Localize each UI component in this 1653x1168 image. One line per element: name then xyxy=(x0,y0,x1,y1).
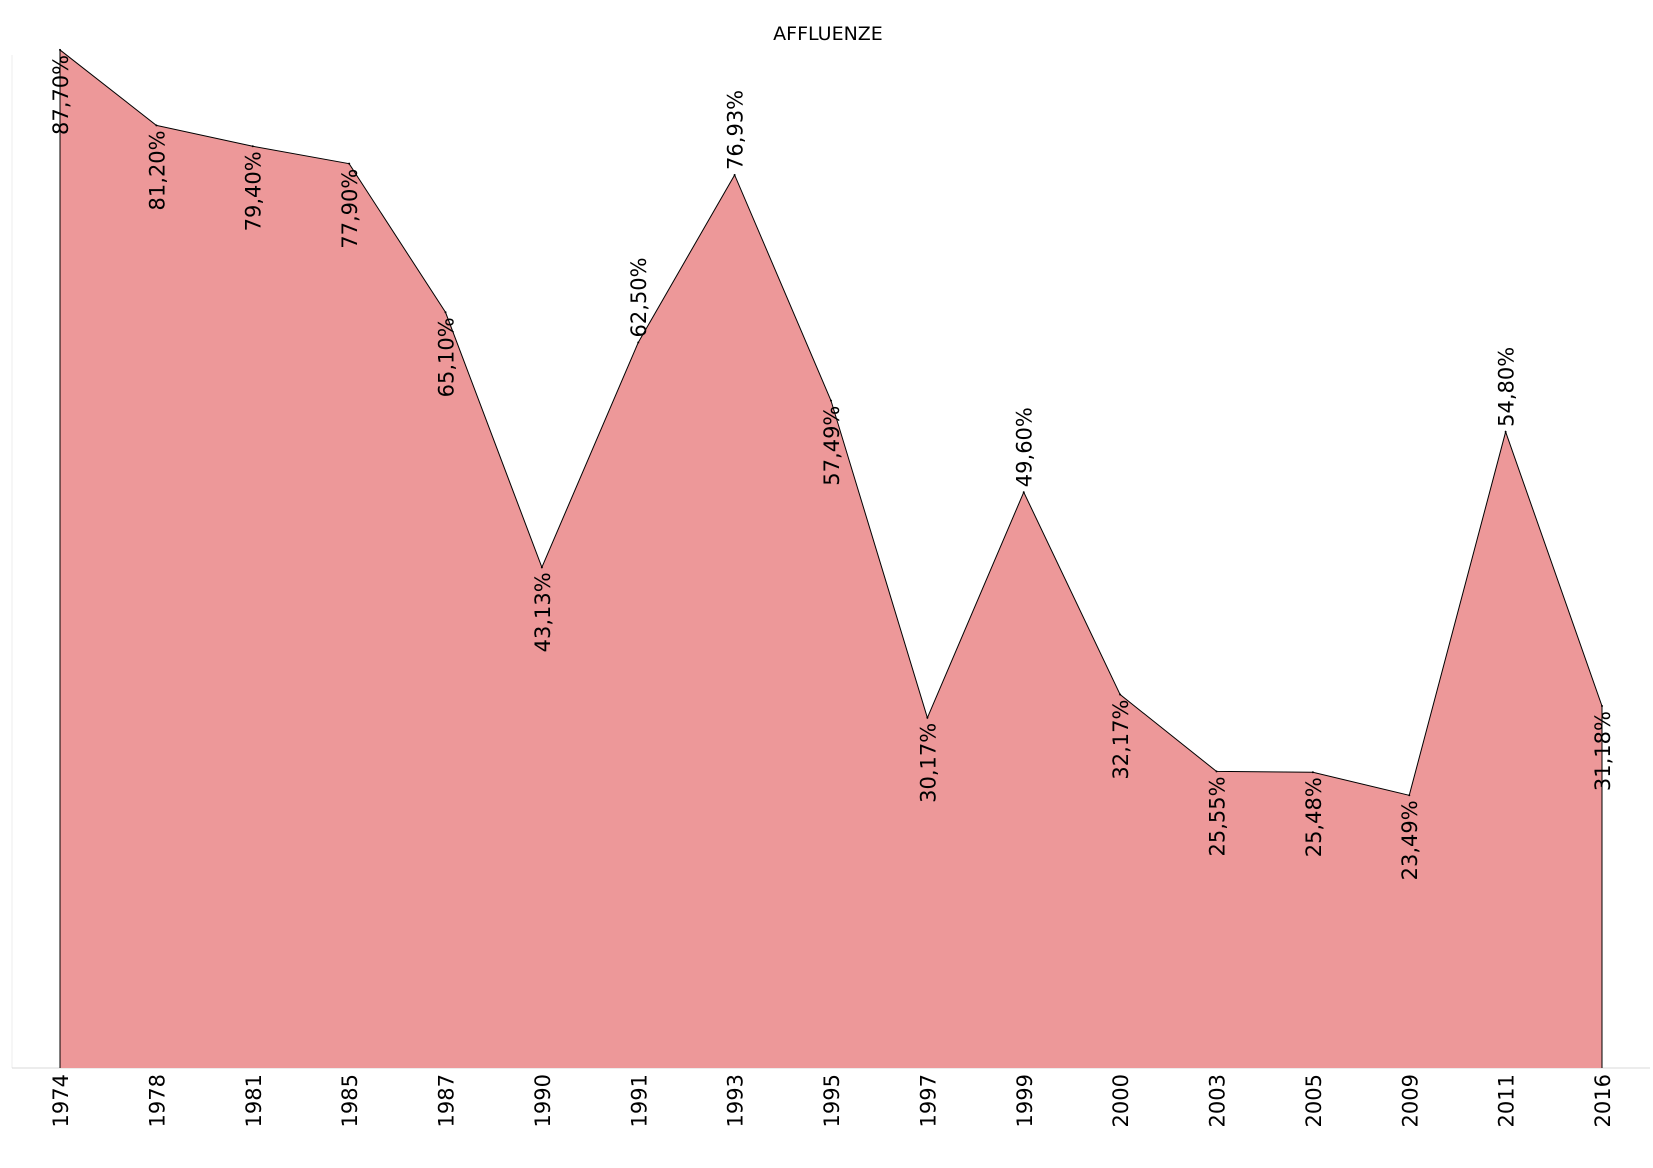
x-tick-label-1999: 1999 xyxy=(1013,1074,1037,1127)
data-label-1990: 43,13% xyxy=(531,572,555,652)
data-point-2003 xyxy=(1215,770,1218,773)
data-point-1974 xyxy=(59,48,61,51)
data-label-1987: 65,10% xyxy=(435,317,459,397)
x-tick-label-1995: 1995 xyxy=(820,1074,844,1127)
x-tick-label-2000: 2000 xyxy=(1109,1074,1133,1127)
data-point-1999 xyxy=(1022,491,1025,494)
data-point-1995 xyxy=(830,399,832,402)
x-tick-label-1987: 1987 xyxy=(435,1074,459,1127)
data-label-2005: 25,48% xyxy=(1302,777,1326,857)
data-label-1978: 81,20% xyxy=(145,130,169,210)
data-point-2009 xyxy=(1408,794,1411,797)
x-tick-label-1990: 1990 xyxy=(531,1074,555,1127)
x-tick-label-1981: 1981 xyxy=(242,1074,266,1127)
data-label-1985: 77,90% xyxy=(338,169,362,249)
data-label-2016: 31,18% xyxy=(1591,711,1615,791)
area-fill xyxy=(60,49,1602,1069)
x-tick-label-2005: 2005 xyxy=(1302,1074,1326,1127)
data-point-2000 xyxy=(1119,693,1122,696)
x-tick-label-2011: 2011 xyxy=(1495,1074,1519,1127)
plot-area: 87,70% 81,20% 79,40% 77,90% 65,10% 43,13% 62,5… xyxy=(49,48,1615,1127)
x-tick-label-1978: 1978 xyxy=(145,1074,169,1127)
data-point-2016 xyxy=(1601,705,1603,708)
data-label-1997: 30,17% xyxy=(916,723,940,803)
data-point-1993 xyxy=(733,173,736,176)
data-point-1978 xyxy=(155,124,158,127)
x-tick-label-2016: 2016 xyxy=(1591,1074,1615,1127)
data-label-1974: 87,70% xyxy=(49,55,73,135)
data-point-1990 xyxy=(540,566,543,569)
data-label-1981: 79,40% xyxy=(242,151,266,231)
data-point-2011 xyxy=(1504,430,1507,433)
data-label-2003: 25,55% xyxy=(1206,776,1230,856)
data-label-2000: 32,17% xyxy=(1109,700,1133,780)
x-tick-label-1974: 1974 xyxy=(49,1074,73,1127)
x-tick-label-1993: 1993 xyxy=(724,1074,748,1127)
x-tick-label-1985: 1985 xyxy=(338,1074,362,1127)
data-point-1997 xyxy=(926,716,929,719)
x-tick-label-2003: 2003 xyxy=(1206,1074,1230,1127)
data-label-1999: 49,60% xyxy=(1013,407,1037,487)
data-point-1991 xyxy=(637,341,640,344)
data-point-1987 xyxy=(444,311,447,314)
data-point-1981 xyxy=(251,145,254,148)
x-tick-label-1991: 1991 xyxy=(627,1074,651,1127)
data-label-1991: 62,50% xyxy=(627,257,651,337)
data-label-2011: 54,80% xyxy=(1495,347,1519,427)
data-point-2005 xyxy=(1311,771,1314,774)
chart-title: AFFLUENZE xyxy=(773,23,883,45)
data-point-1985 xyxy=(348,162,351,165)
x-tick-label-1997: 1997 xyxy=(916,1074,940,1127)
x-tick-label-2009: 2009 xyxy=(1398,1074,1422,1127)
data-label-1993: 76,93% xyxy=(724,90,748,170)
data-label-1995: 57,49% xyxy=(820,406,844,486)
data-label-2009: 23,49% xyxy=(1398,800,1422,880)
